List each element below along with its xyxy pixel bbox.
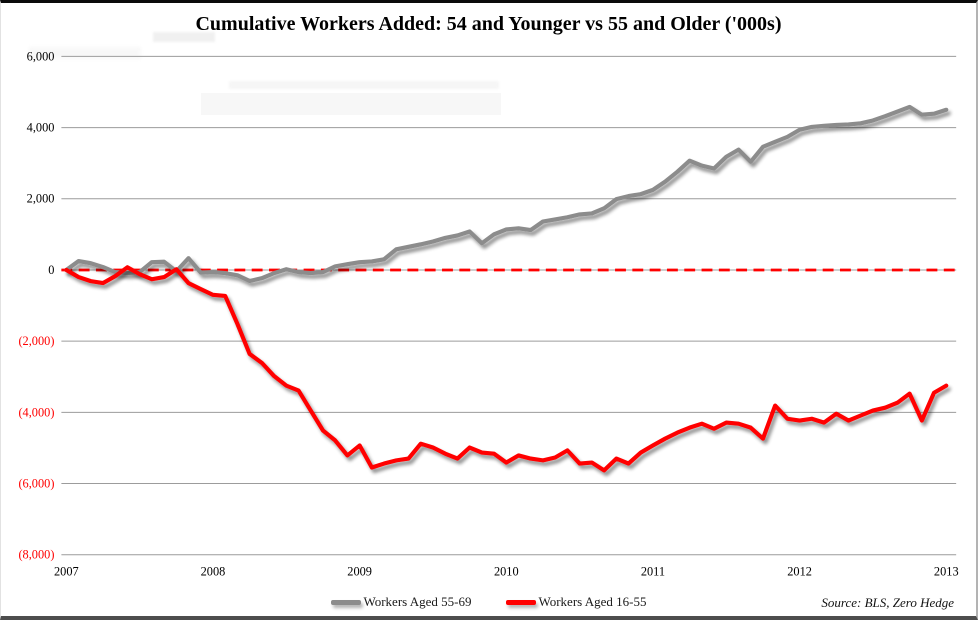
x-tick-label: 2010 (494, 564, 519, 578)
x-tick-label: 2012 (787, 564, 812, 578)
legend-swatch (330, 599, 361, 605)
plot-area: 6,000 4,000 2,000 0 (2,000) (4,000) (6,000) (8,… (18, 49, 959, 578)
legend-label: Workers Aged 16-55 (538, 594, 647, 609)
y-tick-label: 6,000 (27, 49, 55, 63)
x-tick-label: 2007 (54, 564, 79, 578)
series-line-workers-aged-55-69 (64, 104, 949, 284)
gridlines (61, 55, 957, 556)
chart-title: Cumulative Workers Added: 54 and Younger… (195, 13, 782, 35)
y-tick-label: (2,000) (18, 334, 54, 348)
source-note: Source: BLS, Zero Hedge (821, 595, 954, 610)
series-lines (64, 104, 949, 473)
x-tick-label: 2013 (934, 564, 959, 578)
legend-swatch (505, 599, 536, 605)
x-tick-label: 2011 (641, 564, 665, 578)
y-tick-label: 0 (48, 263, 54, 277)
legend-label: Workers Aged 55-69 (363, 594, 472, 609)
legend-item: Workers Aged 16-55 (505, 594, 647, 610)
y-tick-label: (4,000) (18, 405, 54, 419)
y-tick-label: (6,000) (18, 476, 54, 490)
x-tick-label: 2009 (347, 564, 372, 578)
y-tick-label: 2,000 (27, 192, 55, 206)
y-axis-labels: 6,000 4,000 2,000 0 (2,000) (4,000) (6,000) (8,… (18, 49, 54, 561)
x-tick-label: 2008 (201, 564, 226, 578)
x-axis-labels: 2007 2008 2009 2010 2011 2012 2013 (54, 564, 959, 578)
y-tick-label: 4,000 (27, 121, 55, 135)
legend-item: Workers Aged 55-69 (330, 594, 472, 610)
y-tick-label: (8,000) (18, 548, 54, 562)
series-line-workers-aged-16-55 (64, 265, 949, 473)
legend: Workers Aged 55-69 Workers Aged 16-55 (1, 594, 976, 610)
